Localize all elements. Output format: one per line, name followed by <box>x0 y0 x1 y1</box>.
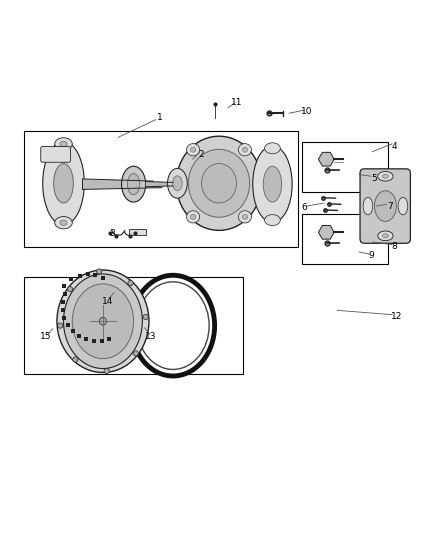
Text: 6: 6 <box>301 203 307 212</box>
Ellipse shape <box>188 149 250 217</box>
Text: 9: 9 <box>368 252 374 261</box>
Ellipse shape <box>143 314 148 319</box>
Ellipse shape <box>57 270 149 373</box>
Ellipse shape <box>173 176 182 191</box>
Text: 2: 2 <box>199 150 204 159</box>
FancyBboxPatch shape <box>41 147 71 162</box>
Ellipse shape <box>253 146 292 222</box>
Ellipse shape <box>398 197 408 215</box>
Bar <box>302 214 388 264</box>
Ellipse shape <box>60 220 67 225</box>
Ellipse shape <box>67 287 73 292</box>
Polygon shape <box>82 179 162 189</box>
Bar <box>24 278 243 374</box>
Ellipse shape <box>57 323 63 328</box>
Text: 1: 1 <box>157 113 163 122</box>
Text: 15: 15 <box>40 332 52 341</box>
Ellipse shape <box>187 211 200 223</box>
Ellipse shape <box>382 234 389 238</box>
Ellipse shape <box>96 269 102 274</box>
Ellipse shape <box>99 317 106 325</box>
Ellipse shape <box>137 282 209 369</box>
Text: 10: 10 <box>301 107 312 116</box>
Text: 13: 13 <box>145 332 157 341</box>
Text: 3: 3 <box>109 229 115 238</box>
Bar <box>24 131 298 247</box>
Bar <box>129 229 146 235</box>
Ellipse shape <box>242 214 247 219</box>
Ellipse shape <box>378 231 393 241</box>
Text: 4: 4 <box>392 142 397 150</box>
Ellipse shape <box>60 141 67 147</box>
Text: 11: 11 <box>231 98 242 107</box>
Ellipse shape <box>42 142 84 225</box>
Ellipse shape <box>127 174 140 195</box>
Ellipse shape <box>263 166 282 202</box>
Ellipse shape <box>55 138 72 150</box>
Ellipse shape <box>176 136 261 230</box>
Ellipse shape <box>53 164 73 203</box>
Ellipse shape <box>72 284 134 359</box>
Text: 12: 12 <box>391 312 402 321</box>
Ellipse shape <box>374 191 396 221</box>
Ellipse shape <box>187 143 200 156</box>
Ellipse shape <box>191 147 196 152</box>
Ellipse shape <box>73 357 78 362</box>
Bar <box>302 142 388 192</box>
Ellipse shape <box>242 147 247 152</box>
Ellipse shape <box>363 197 373 215</box>
Text: 14: 14 <box>102 297 113 306</box>
Ellipse shape <box>133 351 138 356</box>
FancyBboxPatch shape <box>360 169 410 243</box>
Ellipse shape <box>128 280 133 286</box>
Polygon shape <box>146 182 173 187</box>
Text: 8: 8 <box>391 243 397 251</box>
Ellipse shape <box>64 274 142 368</box>
Ellipse shape <box>121 166 145 202</box>
Ellipse shape <box>378 172 393 181</box>
Ellipse shape <box>191 214 196 219</box>
Ellipse shape <box>131 275 215 376</box>
Ellipse shape <box>382 174 389 178</box>
Ellipse shape <box>201 164 237 203</box>
Ellipse shape <box>104 368 110 374</box>
Ellipse shape <box>265 143 280 154</box>
Ellipse shape <box>238 211 251 223</box>
Ellipse shape <box>55 216 72 229</box>
Text: 7: 7 <box>387 201 393 211</box>
Ellipse shape <box>168 168 187 198</box>
Ellipse shape <box>265 215 280 225</box>
Ellipse shape <box>238 143 251 156</box>
Text: 5: 5 <box>371 174 378 182</box>
